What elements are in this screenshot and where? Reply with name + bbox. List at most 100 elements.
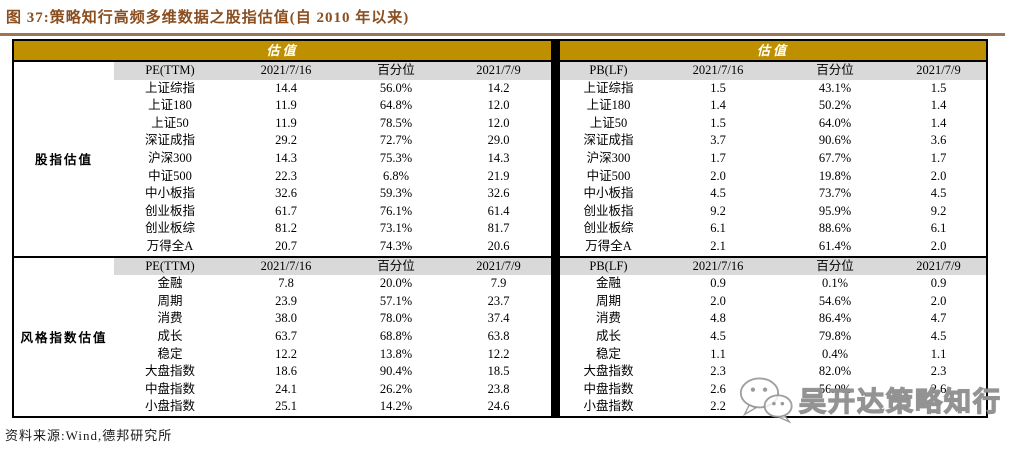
value-cell: 61.7 [275,203,297,218]
value-cell: 63.7 [275,328,297,343]
value-cell: 1.1 [710,346,726,361]
value-cell: 2.3 [930,364,947,379]
table-row: 创业板综 81.2 73.1% 81.7 [114,220,551,238]
value-cell: 2.0 [930,293,947,308]
index-name-cell: 中小板指 [583,186,634,201]
column-header: PB(LF) [589,258,628,273]
value-cell: 12.0 [487,115,510,130]
title-rule [0,33,1005,36]
index-name-cell: 周期 [595,293,621,308]
value-cell: 32.6 [487,186,510,201]
column-header: 2021/7/9 [916,63,961,77]
table-row: 中证500 22.3 6.8% 21.9 [114,168,551,186]
value-cell: 14.3 [487,150,510,165]
percentile-cell: 0.1% [821,276,849,291]
percentile-cell: 19.8% [818,168,852,183]
table-row: 创业板指 61.7 76.1% 61.4 [114,203,551,221]
value-cell [891,398,986,416]
value-cell: 22.3 [275,168,297,183]
value-cell: 21.9 [487,168,510,183]
column-header: 百分位 [377,258,415,273]
column-header: 百分位 [816,63,854,77]
value-cell: 1.7 [930,150,947,165]
value-cell: 4.7 [930,311,947,326]
value-cell: 2.6 [710,381,726,396]
percentile-cell: 6.8% [382,168,410,183]
column-header: 2021/7/16 [260,63,312,77]
value-cell: 3.6 [930,133,947,148]
column-header-row: PB(LF) 2021/7/16 百分位 2021/7/9 [560,257,986,276]
percentile-cell: 14.2% [379,399,413,414]
value-cell: 25.1 [275,399,297,414]
value-cell: 24.1 [275,381,297,396]
index-name-cell: 上证综指 [583,80,634,95]
pe-table-body: 股指估值 PE(TTM) 2021/7/16 百分位 2021/7/9 上证综指 14.4 5… [14,62,551,416]
percentile-cell: 74.3% [379,238,413,253]
value-cell: 1.5 [710,115,726,130]
value-cell: 2.1 [710,238,726,253]
table-row: 上证180 1.4 50.2% 1.4 [560,97,986,115]
value-cell: 1.4 [930,115,947,130]
table-row: 小盘指数 25.1 14.2% 24.6 [114,398,551,416]
table-row: 沪深300 1.7 67.7% 1.7 [560,150,986,168]
index-name-cell: 上证50 [589,115,628,130]
index-name-cell: 创业板综 [144,221,195,236]
table-row: 消费 38.0 78.0% 37.4 [114,310,551,328]
percentile-cell: 86.4% [818,311,852,326]
value-cell: 11.9 [275,115,297,130]
table-row: 周期 2.0 54.6% 2.0 [560,293,986,311]
column-header-row: PB(LF) 2021/7/16 百分位 2021/7/9 [560,62,986,80]
percentile-cell: 90.4% [379,364,413,379]
index-name-cell: 稳定 [157,346,183,361]
percentile-cell: 68.8% [379,328,413,343]
index-name-cell: 上证180 [586,98,631,113]
value-cell: 0.9 [930,276,947,291]
index-name-cell: 中小板指 [144,186,195,201]
pb-table-body: PB(LF) 2021/7/16 百分位 2021/7/9 上证综指 1.5 43.1% 1.… [560,62,986,416]
percentile-cell: 50.2% [818,98,852,113]
table-row: 创业板指 9.2 95.9% 9.2 [560,203,986,221]
table-row: 深证成指 3.7 90.6% 3.6 [560,132,986,150]
index-name-cell: 小盘指数 [144,399,195,414]
percentile-cell: 76.1% [379,203,413,218]
value-cell: 2.3 [710,364,726,379]
value-cell: 2.0 [710,293,726,308]
value-cell: 1.5 [930,80,947,95]
percentile-cell: 13.8% [379,346,413,361]
value-cell: 4.5 [710,328,726,343]
value-cell: 63.8 [487,328,510,343]
band-label: 估值 [756,43,789,58]
percentile-cell: 54.6% [818,293,852,308]
table-row: 中证500 2.0 19.8% 2.0 [560,168,986,186]
index-name-cell: 沪深300 [148,150,192,165]
column-header: PE(TTM) [145,63,195,77]
index-name-cell: 创业板综 [583,221,634,236]
table-section: 股指估值 PE(TTM) 2021/7/16 百分位 2021/7/9 上证综指 14.4 5… [14,62,551,258]
percentile-cell: 67.7% [818,150,852,165]
table-row: 万得全A 20.7 74.3% 20.6 [114,238,551,256]
table-row: 金融 0.9 0.1% 0.9 [560,275,986,293]
index-name-cell: 大盘指数 [583,364,634,379]
figure-title: 图 37:策略知行高频多维数据之股指估值(自 2010 年以来) [6,10,410,26]
table-row: 稳定 1.1 0.4% 1.1 [560,346,986,364]
index-name-cell: 金融 [595,276,621,291]
table-row: 中盘指数 24.1 26.2% 23.8 [114,381,551,399]
column-header: 2021/7/16 [692,258,744,273]
index-name-cell: 上证综指 [144,80,195,95]
table-row: 深证成指 29.2 72.7% 29.0 [114,132,551,150]
table-row: 成长 63.7 68.8% 63.8 [114,328,551,346]
value-cell: 24.6 [487,399,510,414]
value-cell: 1.7 [710,150,726,165]
column-header: 2021/7/16 [260,258,312,273]
value-cell: 37.4 [487,311,510,326]
column-header: 2021/7/9 [916,258,961,273]
table-row: 中盘指数 2.6 56.9% 2.6 [560,381,986,399]
table-row: 周期 23.9 57.1% 23.7 [114,293,551,311]
percentile-cell: 20.0% [379,276,413,291]
table-row: 上证综指 14.4 56.0% 14.2 [114,80,551,98]
value-cell: 20.7 [275,238,297,253]
table-section: PB(LF) 2021/7/16 百分位 2021/7/9 金融 0.9 0.1% 0.9 周期… [560,257,986,416]
value-cell: 1.5 [710,80,726,95]
percentile-cell: 78.0% [379,311,413,326]
table-row: 创业板综 6.1 88.6% 6.1 [560,220,986,238]
